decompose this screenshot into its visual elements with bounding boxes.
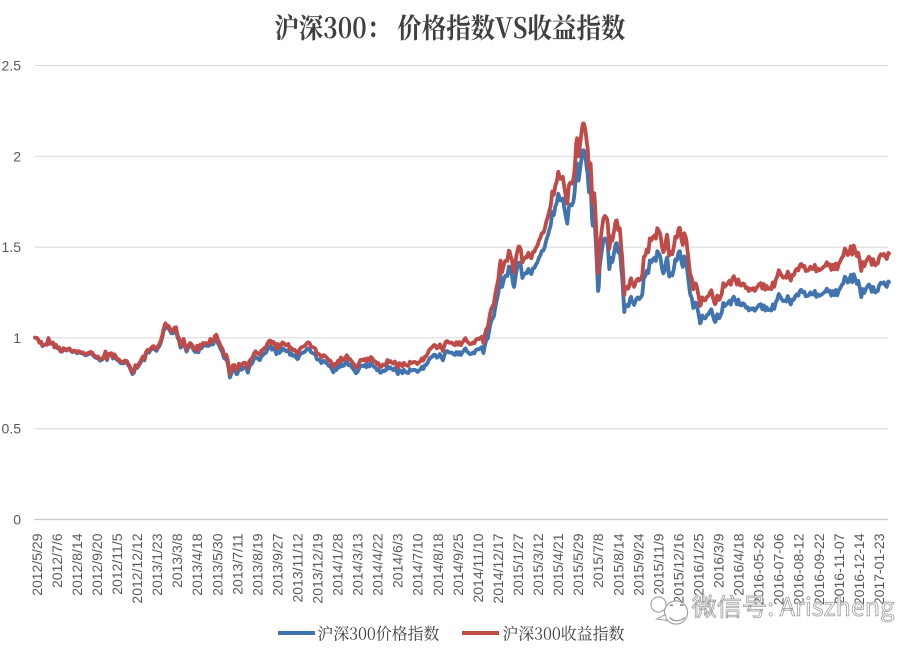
- svg-text:2012/9/20: 2012/9/20: [89, 533, 105, 595]
- svg-text:2012/12/12: 2012/12/12: [129, 533, 145, 603]
- svg-text:2015/9/24: 2015/9/24: [630, 533, 646, 595]
- svg-text:2012/8/14: 2012/8/14: [69, 533, 85, 595]
- svg-text:2017-01-23: 2017-01-23: [871, 533, 887, 605]
- svg-text:0.5: 0.5: [2, 421, 22, 437]
- svg-text:2016-11-07: 2016-11-07: [831, 533, 847, 604]
- svg-text:2013/3/8: 2013/3/8: [169, 533, 185, 588]
- svg-text:2014/4/22: 2014/4/22: [370, 533, 386, 595]
- svg-text:2.5: 2.5: [2, 58, 22, 74]
- svg-text:2015/4/21: 2015/4/21: [550, 533, 566, 595]
- svg-text:2014/8/18: 2014/8/18: [430, 533, 446, 595]
- svg-text:2016-12-14: 2016-12-14: [851, 533, 867, 605]
- svg-text:2013/12/19: 2013/12/19: [310, 533, 326, 603]
- svg-text:2015/11/9: 2015/11/9: [650, 533, 666, 594]
- svg-text:2014/6/3: 2014/6/3: [390, 533, 406, 588]
- svg-text:2015/8/14: 2015/8/14: [610, 533, 626, 595]
- svg-text:2016-07-06: 2016-07-06: [771, 533, 787, 605]
- svg-text:2016-05-26: 2016-05-26: [751, 533, 767, 605]
- svg-text:2014/9/25: 2014/9/25: [450, 533, 466, 595]
- svg-text:2013/8/19: 2013/8/19: [249, 533, 265, 595]
- svg-text:2013/4/18: 2013/4/18: [189, 533, 205, 595]
- svg-text:2016/1/25: 2016/1/25: [690, 533, 706, 595]
- svg-text:2015/7/8: 2015/7/8: [590, 533, 606, 588]
- svg-text:2015/3/12: 2015/3/12: [530, 533, 546, 595]
- svg-text:2014/11/10: 2014/11/10: [470, 533, 486, 602]
- svg-text:2012/7/6: 2012/7/6: [49, 533, 65, 588]
- svg-text:1: 1: [13, 330, 21, 346]
- svg-text:1.5: 1.5: [2, 239, 22, 255]
- svg-text:2016-09-22: 2016-09-22: [811, 533, 827, 605]
- svg-text:2013/7/11: 2013/7/11: [229, 533, 245, 594]
- svg-text:2012/11/5: 2012/11/5: [109, 533, 125, 594]
- svg-text:2014/1/28: 2014/1/28: [330, 533, 346, 595]
- svg-text:2016-08-12: 2016-08-12: [791, 533, 807, 605]
- svg-text:2014/7/10: 2014/7/10: [410, 533, 426, 595]
- svg-text:2015/5/29: 2015/5/29: [570, 533, 586, 595]
- svg-text:2015/1/27: 2015/1/27: [510, 533, 526, 595]
- svg-text:2014/3/13: 2014/3/13: [350, 533, 366, 595]
- svg-text:2013/11/12: 2013/11/12: [290, 533, 306, 602]
- svg-text:2015/12/16: 2015/12/16: [670, 533, 686, 603]
- svg-text:2014/12/17: 2014/12/17: [490, 533, 506, 603]
- svg-text:2013/9/27: 2013/9/27: [269, 533, 285, 595]
- svg-text:2: 2: [13, 148, 21, 164]
- svg-text:2012/5/29: 2012/5/29: [29, 533, 45, 595]
- svg-text:0: 0: [13, 512, 21, 528]
- svg-text:2013/5/30: 2013/5/30: [209, 533, 225, 595]
- svg-text:2013/1/23: 2013/1/23: [149, 533, 165, 595]
- svg-text:2016/3/9: 2016/3/9: [711, 533, 727, 588]
- svg-text:2016/4/18: 2016/4/18: [731, 533, 747, 595]
